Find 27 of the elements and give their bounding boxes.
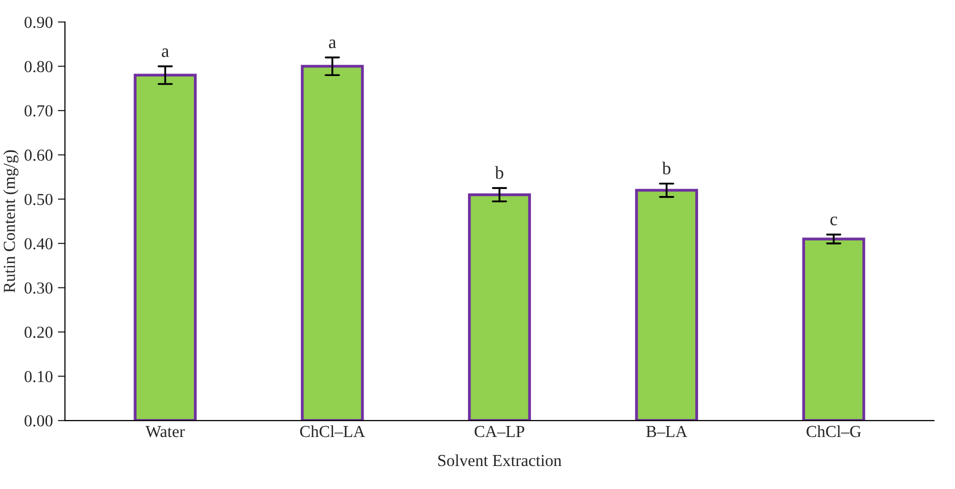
x-axis-title: Solvent Extraction xyxy=(438,454,562,466)
y-tick-label: 0.20 xyxy=(24,326,52,338)
annotation: a xyxy=(328,40,336,48)
bar xyxy=(134,74,197,421)
annotation: b xyxy=(662,162,670,174)
y-axis-title: Rutin Content (mg/g) xyxy=(3,150,18,293)
x-tick-label: ChCl–LA xyxy=(300,425,366,438)
x-tick-label: ChCl–G xyxy=(806,425,861,438)
annotation: c xyxy=(830,216,838,226)
bar xyxy=(635,188,698,421)
bar xyxy=(468,193,531,421)
annotation: b xyxy=(494,166,504,179)
y-tick-label: 0.90 xyxy=(24,16,52,28)
x-tick-label: CA–LP xyxy=(474,426,524,438)
y-tick-label: 0.50 xyxy=(24,194,52,206)
annotation: a xyxy=(162,48,169,58)
x-tick-label: B–LA xyxy=(646,426,688,438)
bar xyxy=(802,238,866,421)
y-tick-label: 0.60 xyxy=(24,150,52,161)
bar xyxy=(300,64,364,421)
x-tick-label: Water xyxy=(146,426,185,438)
y-tick-label: 0.40 xyxy=(24,238,52,250)
y-tick-label: 0.80 xyxy=(24,60,52,72)
y-tick-label: 0.30 xyxy=(24,282,52,294)
y-tick-label: 0.10 xyxy=(24,370,52,382)
y-tick-label: 0.00 xyxy=(24,415,52,427)
y-tick-label: 0.70 xyxy=(24,105,52,117)
